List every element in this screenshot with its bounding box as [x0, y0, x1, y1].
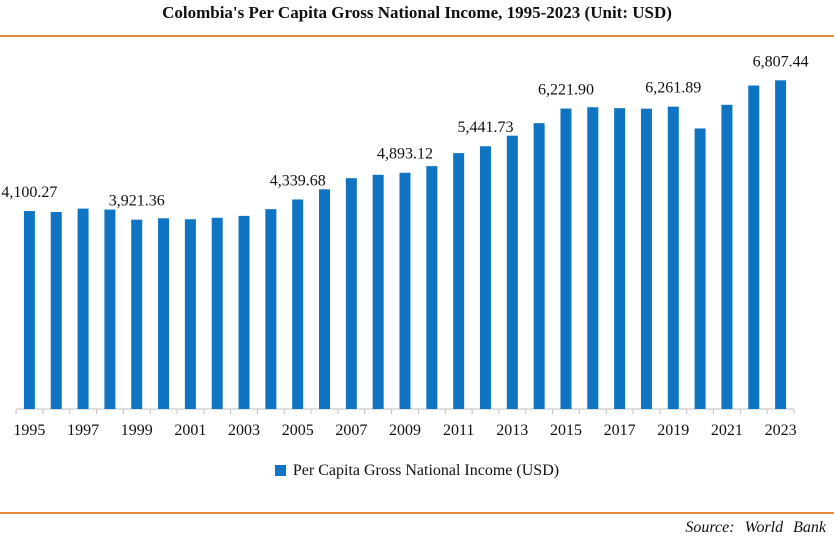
x-tick-label-2021: 2021: [711, 422, 743, 439]
data-label-2012: 5,441.73: [457, 119, 513, 136]
legend: Per Capita Gross National Income (USD): [0, 462, 834, 480]
bar-chart: 1995 1997 1999 2001 2003 2005 2007 2009 2011 2013…: [1, 53, 809, 439]
bar-2006: [319, 189, 331, 409]
legend-label: Per Capita Gross National Income (USD): [292, 462, 560, 479]
chart-title: Colombia's Per Capita Gross National Inc…: [162, 3, 672, 22]
x-tick-label-2011: 2011: [443, 422, 474, 439]
x-tick-label-2007: 2007: [335, 422, 367, 439]
bar-2013: [506, 135, 518, 409]
x-tick-label-1999: 1999: [121, 422, 153, 439]
bar-2005: [292, 199, 304, 409]
x-tick-label-2023: 2023: [765, 422, 797, 439]
bottom-divider: [0, 512, 834, 514]
data-label-1999: 3,921.36: [109, 193, 165, 210]
x-tick-label-1995: 1995: [13, 422, 45, 439]
data-label-2009: 4,893.12: [377, 146, 433, 163]
bar-2009: [399, 172, 411, 409]
bar-2002: [211, 217, 223, 409]
bar-2001: [184, 219, 196, 409]
bar-2015: [560, 108, 572, 409]
data-label-2023: 6,807.44: [753, 53, 809, 70]
x-tick-label-2013: 2013: [496, 422, 528, 439]
bar-2012: [479, 146, 491, 409]
bar-2021: [721, 104, 733, 410]
x-tick-label-1997: 1997: [67, 422, 99, 439]
data-label-2019: 6,261.89: [645, 80, 701, 97]
bar-1997: [77, 208, 89, 409]
bar-2014: [533, 123, 545, 410]
x-tick-label-2005: 2005: [282, 422, 314, 439]
x-tick-label-2019: 2019: [657, 422, 689, 439]
top-divider: [0, 35, 834, 37]
x-tick-label-2009: 2009: [389, 422, 421, 439]
bar-2018: [640, 108, 652, 409]
bar-2000: [158, 218, 170, 409]
data-label-2005: 4,339.68: [270, 172, 326, 189]
bar-2023: [775, 80, 787, 410]
bar-2022: [748, 85, 760, 410]
bar-2007: [345, 178, 357, 409]
bar-2020: [694, 128, 706, 409]
bar-1996: [50, 211, 62, 409]
bar-2003: [238, 215, 250, 409]
legend-swatch: [274, 465, 286, 476]
data-label-1995: 4,100.27: [1, 184, 57, 201]
bar-2016: [587, 107, 599, 410]
bar-1999: [131, 219, 143, 409]
bar-2019: [667, 106, 679, 409]
bar-2017: [614, 108, 626, 410]
source-note: Source: World Bank: [685, 519, 826, 536]
bar-1998: [104, 209, 116, 409]
data-label-2015: 6,221.90: [538, 82, 594, 99]
bar-1995: [23, 211, 35, 409]
x-tick-label-2017: 2017: [604, 422, 636, 439]
x-tick-label-2001: 2001: [174, 422, 206, 439]
bar-2010: [426, 166, 438, 409]
x-tick-label-2015: 2015: [550, 422, 582, 439]
bar-2011: [453, 153, 465, 409]
bar-2004: [265, 209, 277, 409]
x-tick-label-2003: 2003: [228, 422, 260, 439]
bar-2008: [372, 174, 384, 409]
